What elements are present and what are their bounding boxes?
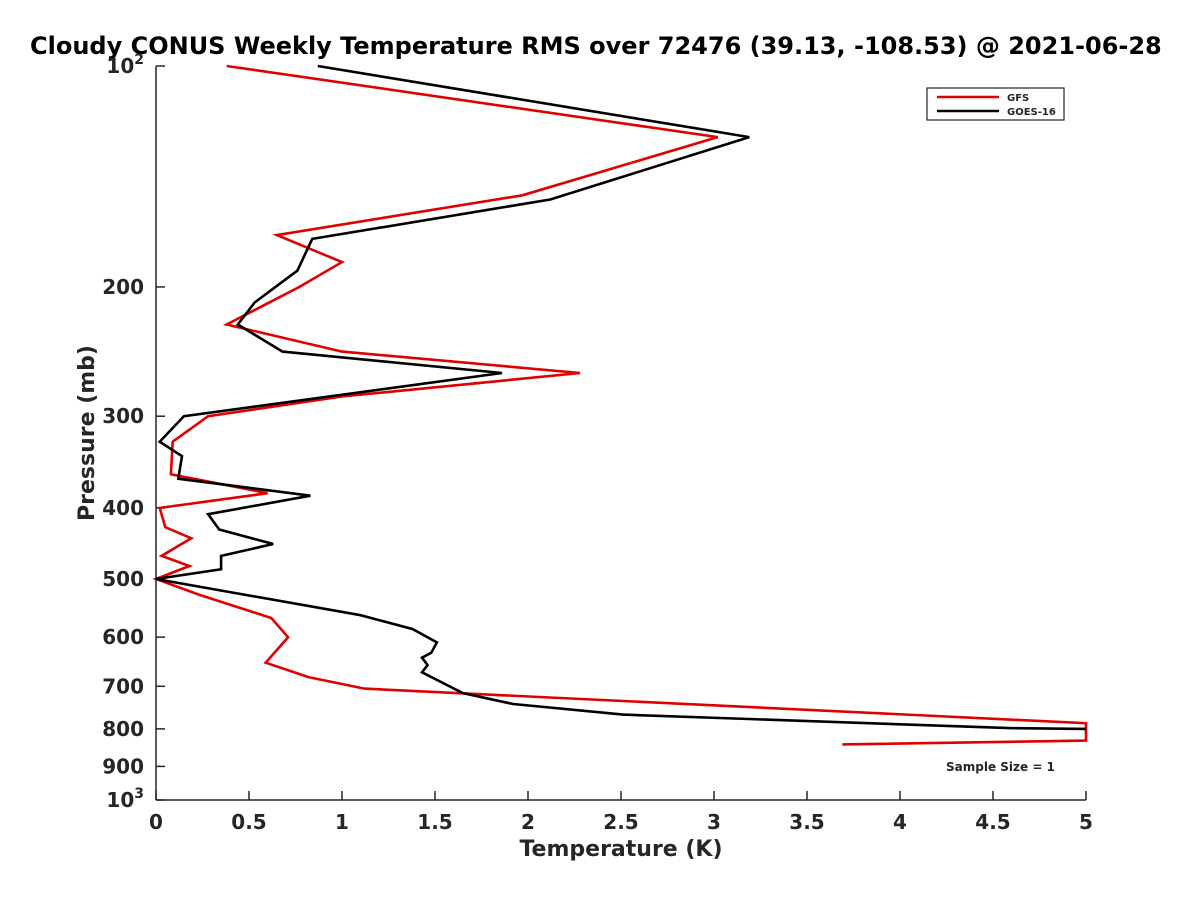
series-layer xyxy=(152,64,1088,746)
series-line-goes-16 xyxy=(155,64,1087,731)
y-tick-label: 700 xyxy=(102,674,144,698)
y-tick-label: 900 xyxy=(102,754,144,778)
y-tick-label: 102 xyxy=(106,52,144,78)
x-tick-label: 4.5 xyxy=(975,810,1010,834)
y-tick-label: 800 xyxy=(102,717,144,741)
y-tick-label: 400 xyxy=(102,496,144,520)
series-line-gfs xyxy=(152,64,1088,746)
y-tick-label: 300 xyxy=(102,404,144,428)
y-axis-label: Pressure (mb) xyxy=(75,345,100,521)
x-tick-label: 3 xyxy=(707,810,721,834)
plot-axes xyxy=(155,65,1087,801)
x-tick-label: 3.5 xyxy=(789,810,824,834)
legend-label: GOES-16 xyxy=(1007,107,1056,118)
tick-labels: 0 0.5 1 1.5 2 2.5 3 3.5 4 4.5 5 102 200 300 400 500 600 7… xyxy=(102,52,1093,834)
x-tick-label: 0.5 xyxy=(231,810,266,834)
y-tick-label: 600 xyxy=(102,625,144,649)
x-tick-label: 4 xyxy=(893,810,907,834)
x-tick-label: 0 xyxy=(149,810,163,834)
x-tick-label: 2 xyxy=(521,810,535,834)
sample-size-annotation: Sample Size = 1 xyxy=(946,760,1055,774)
legend-box xyxy=(926,87,1065,121)
legend: GFS GOES-16 xyxy=(926,87,1065,121)
y-tick-label: 103 xyxy=(106,786,144,812)
x-axis-label: Temperature (K) xyxy=(519,837,722,862)
legend-label: GFS xyxy=(1007,93,1029,104)
x-tick-label: 5 xyxy=(1079,810,1093,834)
y-tick-label: 200 xyxy=(102,275,144,299)
x-tick-label: 2.5 xyxy=(603,810,638,834)
y-tick-label: 500 xyxy=(102,567,144,591)
chart-title: Cloudy CONUS Weekly Temperature RMS over… xyxy=(30,32,1162,60)
x-tick-label: 1 xyxy=(335,810,349,834)
x-tick-label: 1.5 xyxy=(417,810,452,834)
